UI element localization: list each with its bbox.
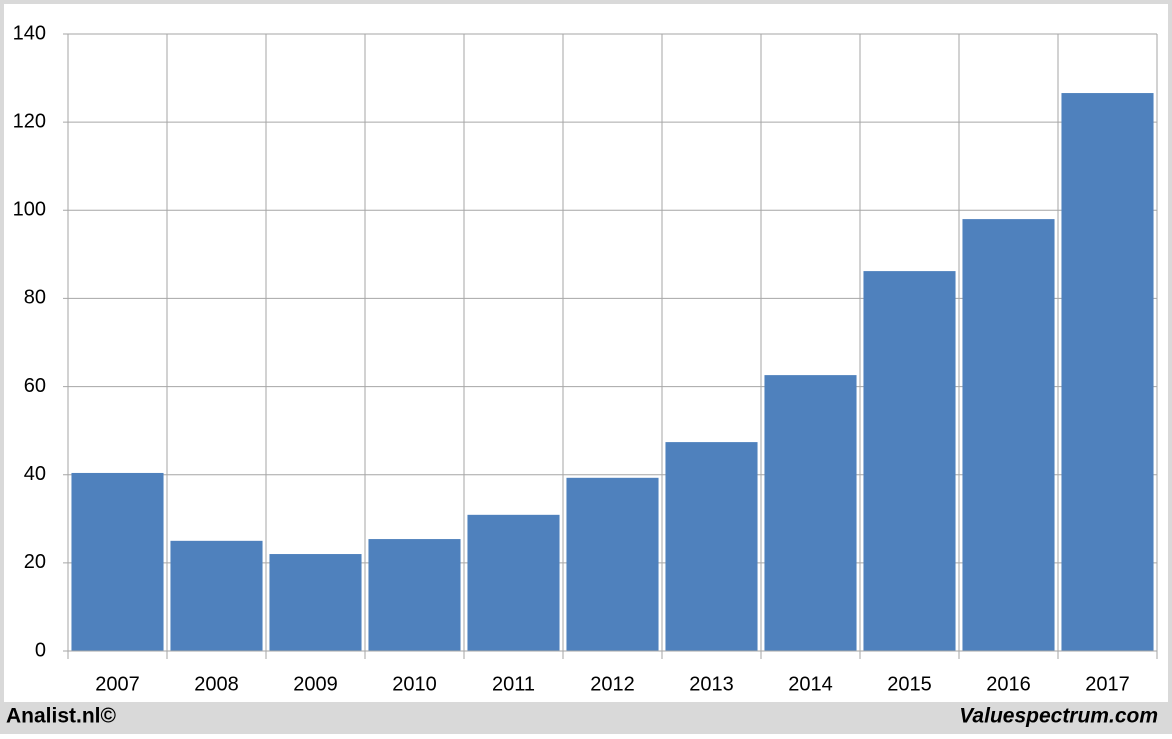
x-tick-label: 2015 [887,673,932,695]
x-tick-label: 2007 [95,673,140,695]
x-tick-label: 2008 [194,673,239,695]
bar [467,514,560,651]
y-tick-label: 0 [35,639,46,661]
x-tick-label: 2013 [689,673,734,695]
y-tick-label: 120 [13,110,46,132]
y-tick-label: 140 [13,22,46,44]
bar [764,375,857,651]
x-tick-label: 2016 [986,673,1031,695]
source-left: Analist.nl© [6,705,117,728]
y-tick-label: 100 [13,199,46,221]
bar [368,539,461,651]
bar [665,442,758,651]
bar [170,540,263,651]
y-tick-label: 60 [24,375,46,397]
x-tick-label: 2010 [392,673,437,695]
bar [863,271,956,651]
bar [566,477,659,651]
x-tick-label: 2014 [788,673,833,695]
y-tick-label: 20 [24,551,46,573]
bar [962,219,1055,651]
y-tick-label: 80 [24,287,46,309]
bar [71,472,164,651]
y-tick-label: 40 [24,463,46,485]
x-tick-label: 2012 [590,673,635,695]
x-tick-label: 2009 [293,673,338,695]
bar [269,554,362,651]
source-right: Valuespectrum.com [959,705,1158,728]
bar [1061,93,1154,651]
x-tick-label: 2011 [492,673,535,695]
x-tick-label: 2017 [1085,673,1130,695]
